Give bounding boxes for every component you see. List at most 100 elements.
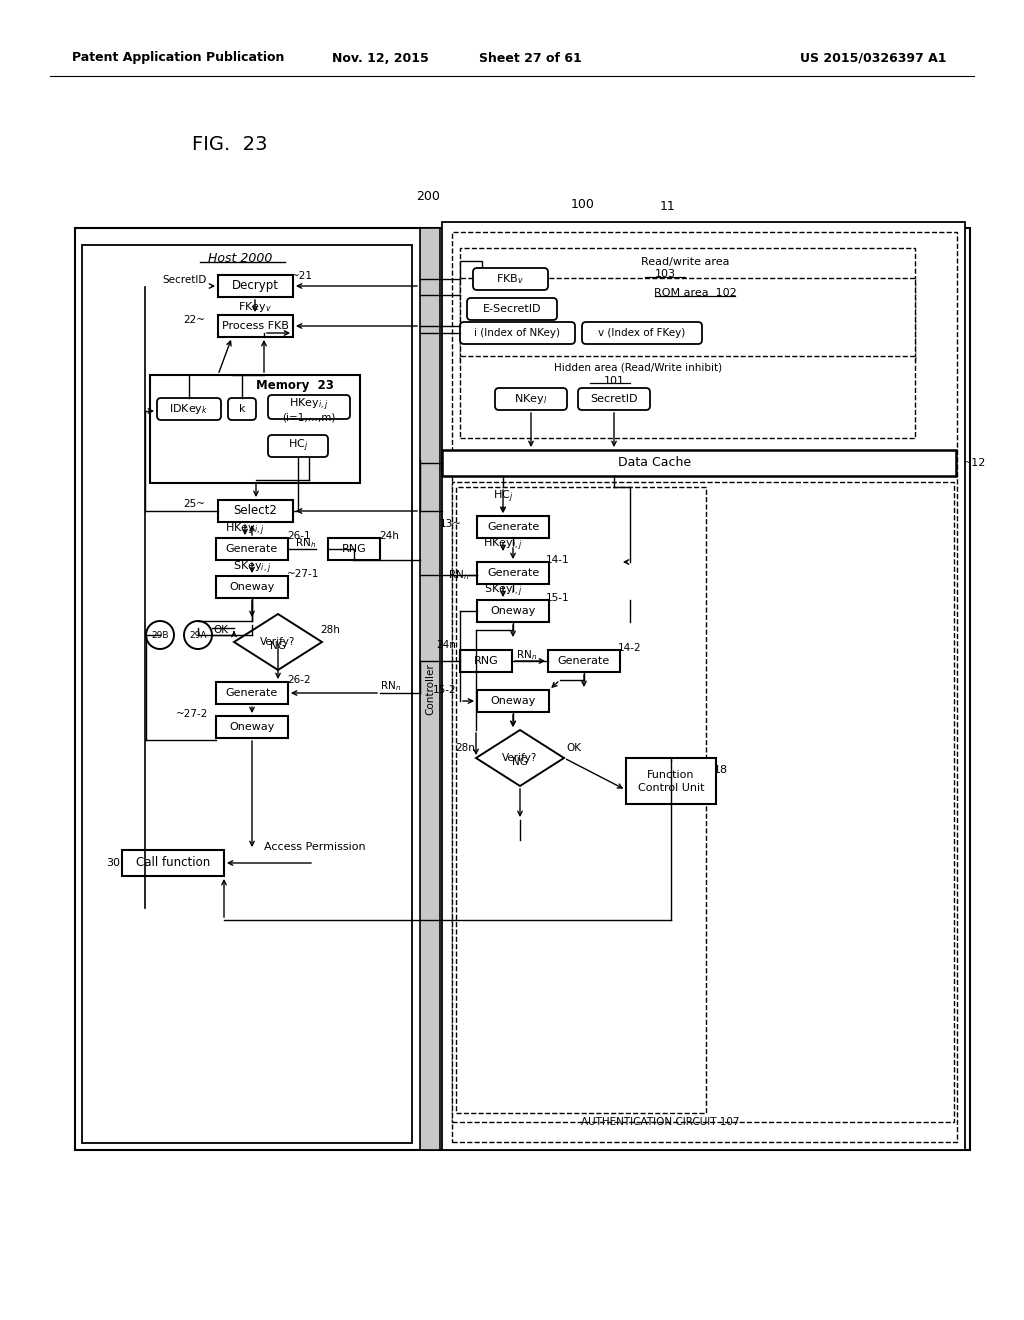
Text: RNG: RNG	[342, 544, 367, 554]
Text: RN$_h$: RN$_h$	[295, 536, 316, 550]
Text: FKey$_v$: FKey$_v$	[238, 300, 272, 314]
Text: Patent Application Publication: Patent Application Publication	[72, 51, 285, 65]
Text: AUTHENTICATION CIRCUIT 107: AUTHENTICATION CIRCUIT 107	[581, 1117, 739, 1127]
Bar	[216, 539, 288, 560]
Text: Generate: Generate	[226, 544, 279, 554]
Text: FKB$_v$: FKB$_v$	[496, 272, 524, 286]
Text: Nov. 12, 2015: Nov. 12, 2015	[332, 51, 428, 65]
Bar	[218, 275, 293, 297]
Text: k: k	[239, 404, 246, 414]
Bar	[420, 228, 440, 1150]
Text: 29A: 29A	[189, 631, 207, 639]
Bar	[477, 690, 549, 711]
Text: ~21: ~21	[291, 271, 313, 281]
Bar	[477, 562, 549, 583]
Text: OK: OK	[566, 743, 581, 752]
Bar	[216, 715, 288, 738]
Text: 30: 30	[106, 858, 120, 869]
Bar	[216, 682, 288, 704]
Bar	[477, 601, 549, 622]
Text: 11: 11	[660, 201, 676, 214]
Text: US 2015/0326397 A1: US 2015/0326397 A1	[800, 51, 946, 65]
Text: Select2: Select2	[233, 504, 276, 517]
Text: 28n: 28n	[455, 743, 475, 752]
FancyBboxPatch shape	[157, 399, 221, 420]
Text: 26-1: 26-1	[287, 531, 310, 541]
Text: ~27-1: ~27-1	[287, 569, 319, 579]
Text: Oneway: Oneway	[229, 722, 274, 733]
FancyBboxPatch shape	[228, 399, 256, 420]
Text: Generate: Generate	[486, 521, 539, 532]
Text: 14-1: 14-1	[546, 554, 569, 565]
Bar	[150, 375, 360, 483]
Bar	[122, 850, 224, 876]
Text: OK: OK	[213, 624, 228, 635]
Bar	[82, 246, 412, 1143]
Bar	[626, 758, 716, 804]
Bar	[75, 228, 970, 1150]
Text: 100: 100	[571, 198, 595, 211]
Text: HKey$_{i,j}$: HKey$_{i,j}$	[289, 397, 329, 413]
Text: Process FKB: Process FKB	[221, 321, 289, 331]
Bar	[218, 315, 293, 337]
Text: Sheet 27 of 61: Sheet 27 of 61	[478, 51, 582, 65]
Text: Decrypt: Decrypt	[231, 280, 279, 293]
Text: Generate: Generate	[226, 688, 279, 698]
Bar	[328, 539, 380, 560]
Text: 24h: 24h	[379, 531, 399, 541]
Text: i (Index of NKey): i (Index of NKey)	[474, 327, 560, 338]
Text: 25~: 25~	[183, 499, 205, 510]
Text: RN$_n$: RN$_n$	[516, 648, 538, 661]
Text: Hidden area (Read/Write inhibit): Hidden area (Read/Write inhibit)	[554, 363, 722, 374]
Text: NG: NG	[512, 756, 528, 767]
Text: SKey$_{i,j}$: SKey$_{i,j}$	[232, 560, 271, 577]
Text: SKey$_{i,j}$: SKey$_{i,j}$	[484, 583, 522, 599]
Text: FIG.  23: FIG. 23	[193, 136, 267, 154]
FancyBboxPatch shape	[473, 268, 548, 290]
Text: 29B: 29B	[152, 631, 169, 639]
Text: Verify?: Verify?	[260, 638, 296, 647]
FancyBboxPatch shape	[495, 388, 567, 411]
Text: 24n: 24n	[436, 640, 456, 649]
Text: Data Cache: Data Cache	[618, 457, 691, 470]
Text: 26-2: 26-2	[287, 675, 310, 685]
Text: Host 2000: Host 2000	[208, 252, 272, 264]
Bar	[452, 232, 957, 1142]
Bar	[216, 576, 288, 598]
Text: Oneway: Oneway	[229, 582, 274, 591]
Bar	[460, 649, 512, 672]
Text: Generate: Generate	[558, 656, 610, 667]
Text: HKey$_{i,j}$: HKey$_{i,j}$	[483, 537, 522, 553]
Text: ~27-2: ~27-2	[176, 709, 208, 719]
Text: SecretID: SecretID	[590, 393, 638, 404]
Text: 14-2: 14-2	[618, 643, 642, 653]
Text: 101: 101	[603, 376, 625, 385]
Bar	[452, 482, 954, 1122]
Text: IDKey$_k$: IDKey$_k$	[169, 403, 209, 416]
Text: Verify?: Verify?	[503, 752, 538, 763]
Text: 18: 18	[714, 766, 728, 775]
Text: SecretID: SecretID	[163, 275, 207, 285]
Text: NG: NG	[270, 642, 286, 651]
Text: ROM area  102: ROM area 102	[653, 288, 736, 298]
Text: Oneway: Oneway	[490, 696, 536, 706]
Bar	[460, 356, 915, 438]
Text: RN$_h$: RN$_h$	[447, 568, 469, 582]
Bar	[460, 279, 915, 360]
Bar	[218, 500, 293, 521]
Bar	[442, 222, 965, 1150]
Text: Controller: Controller	[425, 663, 435, 715]
Text: (i=1,...,m): (i=1,...,m)	[283, 413, 336, 422]
Bar	[442, 450, 956, 477]
Text: Call function: Call function	[136, 857, 210, 870]
Text: 28h: 28h	[319, 624, 340, 635]
Text: NKey$_l$: NKey$_l$	[514, 392, 548, 407]
Text: Generate: Generate	[486, 568, 539, 578]
Text: 13~: 13~	[440, 519, 462, 529]
Text: 15-1: 15-1	[546, 593, 569, 603]
Text: Read/write area: Read/write area	[641, 257, 729, 267]
FancyBboxPatch shape	[582, 322, 702, 345]
Text: 15-2: 15-2	[432, 685, 456, 696]
Text: ~12: ~12	[963, 458, 986, 469]
Text: v (Index of FKey): v (Index of FKey)	[598, 327, 686, 338]
